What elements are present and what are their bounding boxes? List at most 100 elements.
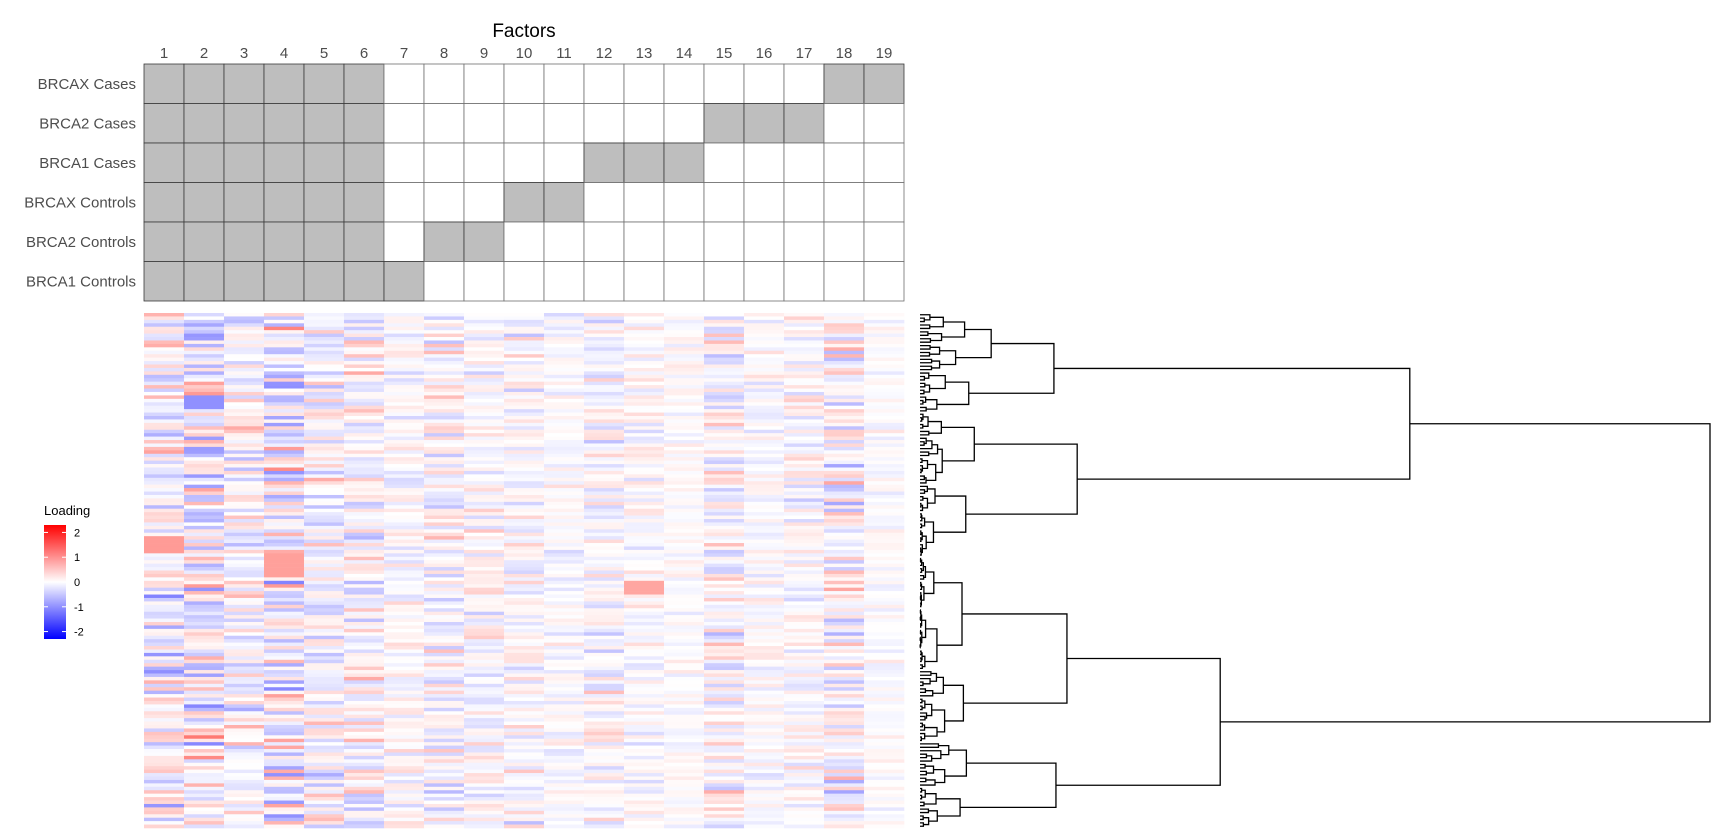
loading-cell [744, 350, 785, 355]
loading-cell [784, 519, 825, 523]
loading-cell [224, 505, 265, 509]
loading-cell [544, 622, 585, 626]
loading-cell [584, 522, 625, 527]
loading-cell [184, 405, 225, 410]
loading-cell [544, 481, 585, 485]
loading-cell [824, 470, 865, 475]
loading-cell [464, 697, 505, 702]
loading-cell [544, 357, 585, 362]
loading-cell [344, 635, 385, 640]
dendrogram-branch [921, 700, 926, 709]
loading-cell [184, 539, 225, 544]
loading-cell [744, 646, 785, 650]
loading-cell [784, 707, 825, 712]
loading-cell [424, 371, 465, 376]
loading-cell [184, 556, 225, 561]
loading-cell [504, 807, 545, 812]
loading-cell [464, 512, 505, 516]
loading-cell [144, 450, 185, 455]
loading-cell [664, 676, 705, 681]
loading-cell [304, 800, 345, 805]
loading-cell [464, 457, 505, 461]
loading-cell [544, 725, 585, 729]
loading-cell [224, 821, 265, 825]
loading-cell [624, 694, 665, 698]
loading-cell [864, 752, 905, 757]
loading-cell [824, 594, 865, 599]
loading-cell [304, 532, 345, 537]
loading-cell [424, 759, 465, 764]
loading-cell [664, 800, 705, 805]
loading-cell [824, 405, 865, 410]
loading-cell [824, 821, 865, 825]
loading-cell [624, 453, 665, 458]
loading-cell [664, 330, 705, 334]
loading-cell [224, 577, 265, 582]
loading-cell [704, 464, 745, 468]
loading-cell [824, 721, 865, 726]
loading-cell [424, 477, 465, 482]
loading-cell [504, 316, 545, 321]
loading-cell [424, 670, 465, 674]
loading-cell [344, 580, 385, 585]
loading-cell [224, 563, 265, 568]
loading-cell [784, 422, 825, 427]
loading-cell [704, 457, 745, 461]
loading-cell [624, 755, 665, 760]
loading-cell [304, 659, 345, 664]
loading-cell [504, 525, 545, 530]
loading-cell [184, 656, 225, 661]
loading-cell [824, 580, 865, 585]
loading-cell [864, 594, 905, 599]
loading-cell [624, 481, 665, 485]
loading-cell [184, 433, 225, 437]
loading-cell [424, 412, 465, 417]
loading-cell [864, 357, 905, 362]
loading-cell [224, 807, 265, 812]
loading-cell [704, 690, 745, 695]
loading-cell [184, 409, 225, 413]
loading-cell [824, 354, 865, 358]
loading-cell [704, 680, 745, 685]
loading-cell [624, 354, 665, 358]
loading-cell [304, 426, 345, 431]
loading-cell [144, 546, 185, 551]
loading-cell [304, 433, 345, 437]
loading-cell [744, 635, 785, 640]
loading-cell [184, 388, 225, 393]
loading-cell [144, 429, 185, 434]
dendrogram-branch [955, 328, 992, 359]
loading-cell [664, 601, 705, 606]
loading-cell [744, 398, 785, 403]
loading-cell [624, 488, 665, 492]
loading-cell [824, 779, 865, 784]
loading-cell [544, 364, 585, 369]
loading-cell [744, 786, 785, 791]
loading-cell [824, 649, 865, 654]
loading-cell [784, 759, 825, 764]
loading-cell [664, 508, 705, 513]
loading-cell [584, 615, 625, 619]
loading-cell [344, 488, 385, 492]
loading-cell [464, 642, 505, 647]
loading-cell [424, 824, 465, 829]
loading-cell [744, 584, 785, 588]
loading-cell [424, 395, 465, 400]
loading-cell [384, 745, 425, 750]
loading-cell [664, 797, 705, 801]
loading-cell [744, 594, 785, 599]
loading-cell [184, 642, 225, 647]
loading-cell [304, 498, 345, 503]
loading-cell [424, 587, 465, 592]
loading-cell [864, 313, 905, 317]
loading-cell [264, 316, 305, 321]
loading-cell [824, 374, 865, 379]
loading-cell [464, 776, 505, 781]
loading-cell [744, 776, 785, 781]
loading-cell [744, 367, 785, 372]
x-tick-label: 10 [516, 45, 533, 62]
loading-cell [504, 742, 545, 746]
loading-cell [744, 553, 785, 558]
loading-cell [704, 391, 745, 396]
dendrogram-branch [920, 324, 931, 330]
